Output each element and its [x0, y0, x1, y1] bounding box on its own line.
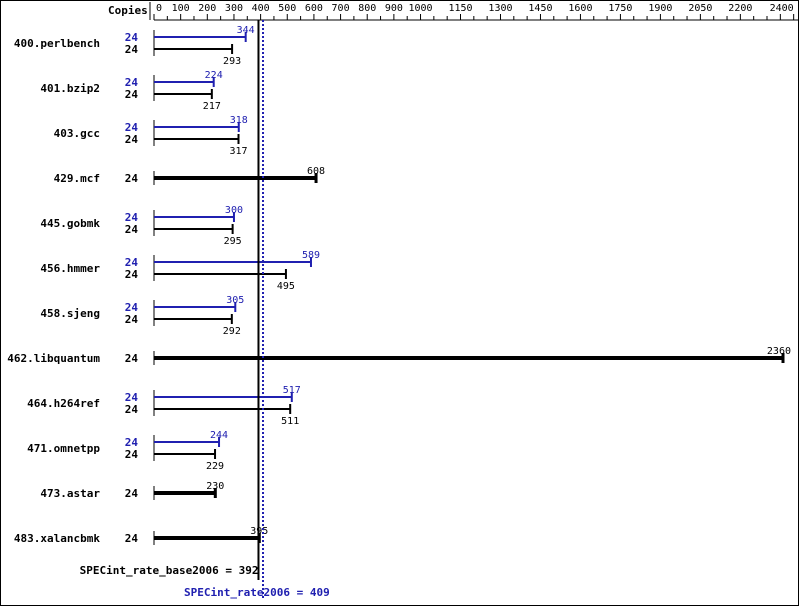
base-copies: 24: [125, 448, 139, 461]
peak-copies: 24: [125, 256, 139, 269]
base-value: 495: [277, 281, 295, 292]
base-copies: 24: [125, 532, 139, 545]
benchmark-label: 483.xalancbmk: [14, 532, 100, 545]
peak-copies: 24: [125, 391, 139, 404]
peak-value: 305: [226, 295, 244, 306]
tick-label: 700: [332, 3, 350, 14]
base-copies: 24: [125, 313, 139, 326]
tick-label: 2200: [728, 3, 752, 14]
tick-label: 2050: [688, 3, 712, 14]
tick-label: 1000: [408, 3, 432, 14]
peak-value: 517: [283, 385, 301, 396]
tick-label: 400: [252, 3, 270, 14]
base-copies: 24: [125, 223, 139, 236]
base-value: 230: [206, 481, 224, 492]
base-copies: 24: [125, 88, 139, 101]
tick-label: 1300: [488, 3, 512, 14]
peak-value: 344: [237, 25, 255, 36]
base-value: 292: [223, 326, 241, 337]
base-value: 608: [307, 166, 325, 177]
base-copies: 24: [125, 352, 139, 365]
base-copies: 24: [125, 487, 139, 500]
peak-value: 244: [210, 430, 228, 441]
benchmark-label: 445.gobmk: [40, 217, 100, 230]
benchmark-label: 471.omnetpp: [27, 442, 100, 455]
base-copies: 24: [125, 268, 139, 281]
tick-label: 0: [156, 3, 162, 14]
tick-label: 200: [198, 3, 216, 14]
tick-label: 2400: [770, 3, 794, 14]
base-value: 2360: [767, 346, 791, 357]
peak-copies: 24: [125, 436, 139, 449]
benchmark-label: 473.astar: [40, 487, 100, 500]
benchmark-label: 464.h264ref: [27, 397, 100, 410]
tick-label: 800: [358, 3, 376, 14]
tick-label: 1900: [648, 3, 672, 14]
tick-label: 600: [305, 3, 323, 14]
benchmark-label: 403.gcc: [54, 127, 100, 140]
base-copies: 24: [125, 133, 139, 146]
benchmark-label: 400.perlbench: [14, 37, 100, 50]
peak-copies: 24: [125, 76, 139, 89]
base-value: 317: [229, 146, 247, 157]
tick-label: 1600: [568, 3, 592, 14]
peak-value: 318: [230, 115, 248, 126]
benchmark-label: 401.bzip2: [40, 82, 100, 95]
tick-label: 300: [225, 3, 243, 14]
base-copies: 24: [125, 172, 139, 185]
base-copies: 24: [125, 403, 139, 416]
peak-copies: 24: [125, 121, 139, 134]
base-value: 511: [281, 416, 299, 427]
benchmark-label: 456.hmmer: [40, 262, 100, 275]
peak-copies: 24: [125, 301, 139, 314]
base-value: 293: [223, 56, 241, 67]
benchmark-label: 458.sjeng: [40, 307, 100, 320]
tick-label: 100: [172, 3, 190, 14]
peak-copies: 24: [125, 211, 139, 224]
tick-label: 500: [278, 3, 296, 14]
copies-header: Copies: [108, 4, 148, 17]
tick-label: 1750: [608, 3, 632, 14]
base-value: 217: [203, 101, 221, 112]
tick-label: 1150: [448, 3, 472, 14]
peak-copies: 24: [125, 31, 139, 44]
base-value: 295: [224, 236, 242, 247]
peak-mean-label: SPECint_rate2006 = 409: [184, 586, 330, 599]
tick-label: 900: [385, 3, 403, 14]
base-value: 229: [206, 461, 224, 472]
peak-value: 224: [205, 70, 223, 81]
benchmark-label: 462.libquantum: [7, 352, 100, 365]
peak-value: 589: [302, 250, 320, 261]
tick-label: 1450: [528, 3, 552, 14]
peak-value: 300: [225, 205, 243, 216]
benchmark-label: 429.mcf: [54, 172, 100, 185]
base-copies: 24: [125, 43, 139, 56]
base-mean-label: SPECint_rate_base2006 = 392: [80, 564, 259, 577]
